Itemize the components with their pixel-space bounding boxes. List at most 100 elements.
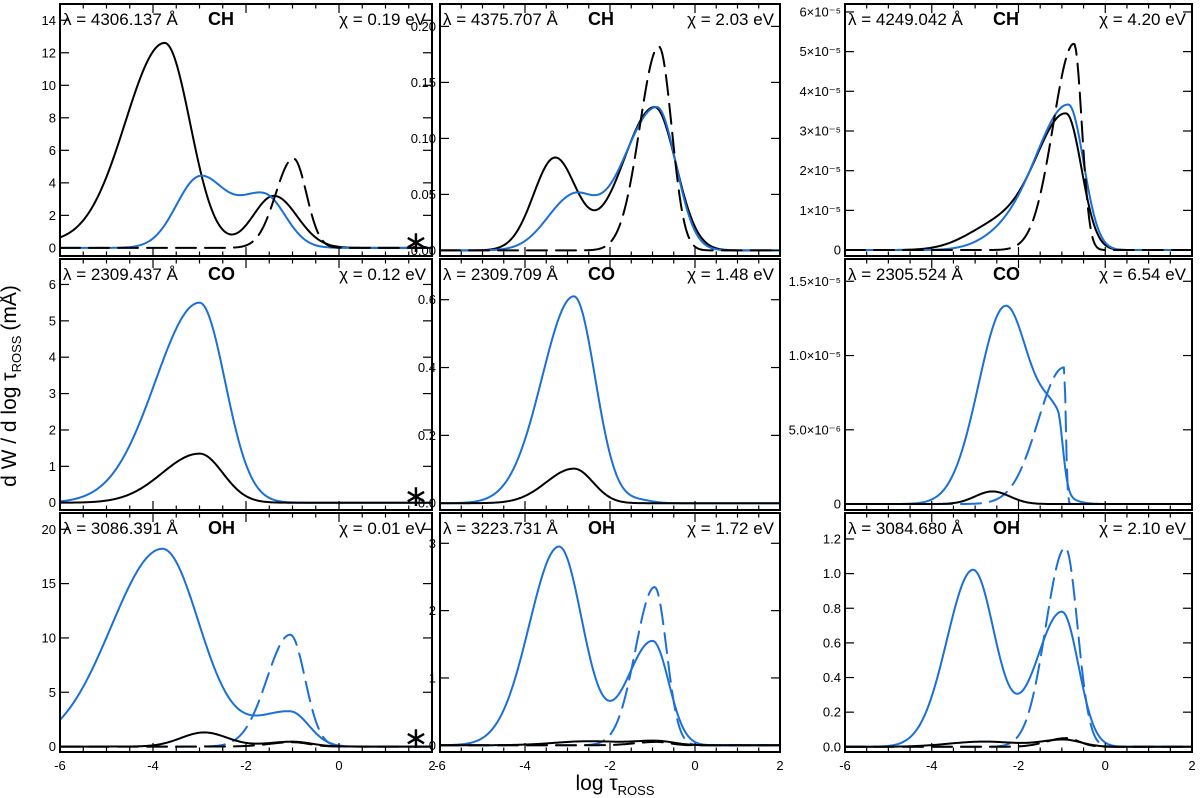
y-tick-label: 0 <box>49 240 56 255</box>
wavelength-label: λ = 2305.524 Å <box>848 265 964 284</box>
y-tick-label: 1.0×10⁻⁵ <box>789 348 841 363</box>
plot-frame <box>59 3 433 257</box>
panel-curves <box>845 42 1192 252</box>
y-tick-label: 3 <box>429 536 436 551</box>
excitation-label: χ = 4.20 eV <box>1099 10 1187 29</box>
y-tick-label: 3 <box>49 386 56 401</box>
y-tick-label: 14 <box>42 13 56 28</box>
y-tick-label: 5.0×10⁻⁶ <box>789 422 841 437</box>
x-tick-label: -2 <box>240 758 252 773</box>
series-black-dashed <box>440 45 780 252</box>
molecule-label: OH <box>993 518 1020 538</box>
y-tick-label: 1 <box>429 670 436 685</box>
molecule-label: CH <box>588 9 614 29</box>
excitation-label: χ = 0.19 eV <box>339 10 427 29</box>
y-tick-label: 0.4 <box>418 360 436 375</box>
x-tick-label: -6 <box>839 758 851 773</box>
y-axis-label-main: d W / d log τ <box>0 372 21 487</box>
series-black-solid <box>60 452 432 504</box>
series-blue-solid <box>845 568 1192 748</box>
y-tick-label: 2×10⁻⁵ <box>799 163 841 178</box>
y-tick-label: 0.05 <box>411 187 436 202</box>
plot-frame <box>439 258 781 511</box>
wavelength-label: λ = 3084.680 Å <box>848 519 964 538</box>
x-tick-label: -4 <box>926 758 938 773</box>
wavelength-label: λ = 3223.731 Å <box>443 519 559 538</box>
panel-co-3: 0 1 2 3 4 5 6 λ = 2309.437 Å CO χ = 0.12 eV ∗ <box>49 258 433 513</box>
panel-co-5: 0 5.0×10⁻⁶ 1.0×10⁻⁵ 1.5×10⁻⁵ λ = 2305.524 Å C… <box>789 258 1193 512</box>
panel-curves <box>60 41 432 249</box>
y-tick-label: 5×10⁻⁵ <box>799 44 841 59</box>
y-tick-label: 8 <box>49 110 56 125</box>
x-tick-label: 2 <box>776 758 783 773</box>
x-tick-label: -6 <box>434 758 446 773</box>
star-marker: ∗ <box>403 226 428 259</box>
plot-frame <box>844 512 1193 753</box>
y-tick-label: 0 <box>49 739 56 754</box>
series-blue-solid <box>60 174 432 249</box>
x-axis-label-sub: ROSS <box>618 783 655 798</box>
wavelength-label: λ = 2309.437 Å <box>63 265 179 284</box>
x-tick-label: -6 <box>54 758 66 773</box>
x-axis-label: log τROSS <box>576 772 655 798</box>
molecule-label: OH <box>208 518 235 538</box>
x-tick-label: 0 <box>1102 758 1109 773</box>
series-black-solid <box>845 490 1192 506</box>
y-tick-label: 0.15 <box>411 75 436 90</box>
y-tick-label: 20 <box>42 522 56 537</box>
series-blue-solid <box>440 545 780 747</box>
panel-curves <box>60 301 432 504</box>
panel-curves <box>440 45 780 252</box>
panel-curves <box>845 546 1192 748</box>
panel-curves <box>60 547 432 748</box>
plot-frame <box>59 512 433 753</box>
y-tick-label: 0.10 <box>411 131 436 146</box>
y-tick-label: 0 <box>429 738 436 753</box>
y-tick-label: 2 <box>429 603 436 618</box>
panel-curves <box>440 295 780 505</box>
y-tick-label: 0.00 <box>411 243 436 258</box>
x-tick-label: 0 <box>335 758 342 773</box>
series-blue-solid <box>440 295 780 505</box>
molecule-label: CO <box>993 264 1020 284</box>
series-blue-dashed <box>60 633 432 748</box>
y-tick-label: 4 <box>49 175 56 190</box>
y-tick-label: 1.2 <box>823 531 841 546</box>
y-tick-label: 1.5×10⁻⁵ <box>789 274 841 289</box>
wavelength-label: λ = 3086.391 Å <box>63 519 179 538</box>
panel-oh-7: -6 -4 -2 0 2 0 1 2 3 λ = 3223.731 Å OH χ = 1.72 eV <box>429 512 784 773</box>
panel-co-4: 0.0 0.2 0.4 0.6 λ = 2309.709 Å CO χ = 1.48 eV <box>418 258 781 511</box>
excitation-label: χ = 2.10 eV <box>1099 519 1187 538</box>
y-tick-label: 3×10⁻⁵ <box>799 123 841 138</box>
series-black-solid <box>845 112 1192 252</box>
panel-curves <box>845 304 1192 506</box>
molecule-label: CO <box>588 264 615 284</box>
y-tick-label: 0.4 <box>823 670 841 685</box>
x-axis-label-main: log τ <box>576 772 619 795</box>
series-black-solid <box>440 106 780 252</box>
molecule-label: CO <box>208 264 235 284</box>
series-blue-solid <box>60 301 432 504</box>
y-tick-label: 0.0 <box>418 496 436 511</box>
series-black-solid <box>440 739 780 747</box>
y-axis-label-unit: (mÅ) <box>0 285 21 331</box>
y-tick-label: 1.0 <box>823 566 841 581</box>
plot-frame <box>59 258 433 511</box>
panel-ch-1: 0.00 0.05 0.10 0.15 0.20 λ = 4375.707 Å CH χ = … <box>411 3 781 258</box>
y-tick-label: 5 <box>49 313 56 328</box>
plot-frame <box>439 3 781 257</box>
y-tick-label: 0.0 <box>823 739 841 754</box>
y-tick-label: 0 <box>49 495 56 510</box>
y-tick-label: 1 <box>49 459 56 474</box>
y-tick-label: 0.6 <box>823 635 841 650</box>
excitation-label: χ = 0.12 eV <box>339 265 427 284</box>
star-marker: ∗ <box>403 722 428 755</box>
excitation-label: χ = 1.48 eV <box>687 265 775 284</box>
y-tick-label: 0.8 <box>823 601 841 616</box>
molecule-label: CH <box>993 9 1019 29</box>
x-tick-label: 2 <box>1188 758 1195 773</box>
y-tick-label: 1×10⁻⁵ <box>799 203 841 218</box>
series-black-dashed <box>60 157 432 249</box>
